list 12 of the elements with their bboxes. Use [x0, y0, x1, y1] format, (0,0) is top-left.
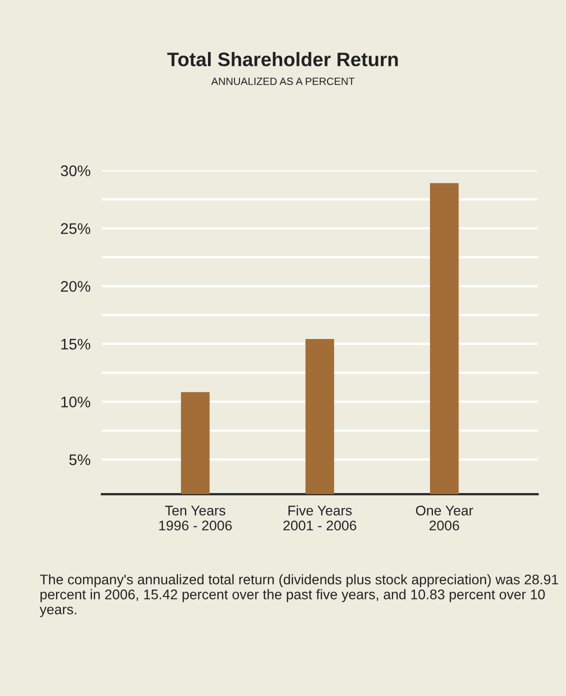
y-tick-label: 30% [60, 165, 90, 176]
chart-title: Total Shareholder Return [167, 52, 398, 66]
y-tick-label: 20% [60, 280, 90, 292]
y-tick-label: 10% [61, 396, 90, 408]
y-tick-label: 15% [61, 338, 90, 350]
x-tick-label: One Year 2006 [416, 506, 474, 530]
text: The company's annualized total return (dividends plus stock appreciation) was 28.91 percent in 2006, 15.42 percent over the past five years, and 10.83 percent over 10 years. [40, 574, 558, 618]
y-tick-label: 5% [69, 454, 90, 466]
x-tick-label: Ten Years 1996 - 2006 [159, 506, 232, 530]
x-tick-label: Five Years 2001 - 2006 [283, 505, 356, 530]
y-tick-label: 25% [60, 223, 90, 234]
chart-subtitle: ANNUALIZED AS A PERCENT [211, 78, 355, 86]
